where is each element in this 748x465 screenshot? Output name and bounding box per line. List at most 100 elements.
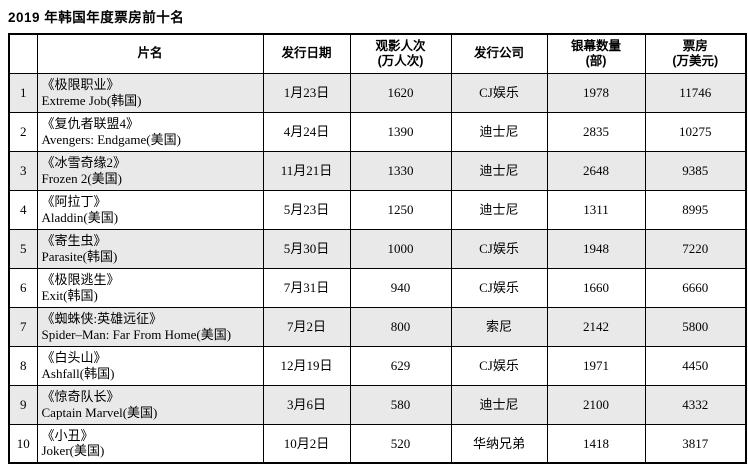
company-cell: 华纳兄弟 [450,423,548,464]
company-cell: 迪士尼 [450,150,548,191]
film-title-en: Exit(韩国) [41,287,98,303]
date-cell: 5月30日 [262,228,351,269]
viewers-cell: 520 [349,423,452,464]
screens-cell: 1660 [546,267,646,308]
film-cell: 《蜘蛛侠:英雄远征》 Spider–Man: Far From Home(美国) [36,306,264,347]
box-office-table: 片名 发行日期 观影人次 (万人次) 发行公司 银幕数量 (部) 票房 (万美元… [8,33,747,464]
film-cell: 《小丑》 Joker(美国) [36,423,264,464]
screens-cell: 2100 [546,384,646,425]
col-header-boxoffice-line1: 票房 [682,39,708,53]
header-row: 片名 发行日期 观影人次 (万人次) 发行公司 银幕数量 (部) 票房 (万美元… [8,33,747,74]
rank-cell: 10 [8,423,38,464]
table-row: 4 《阿拉丁》 Aladdin(美国) 5月23日 1250 迪士尼 1311 … [8,189,747,230]
col-header-boxoffice: 票房 (万美元) [644,33,747,74]
screens-cell: 1971 [546,345,646,386]
film-title-cn: 《极限职业》 [41,77,120,93]
viewers-cell: 1250 [349,189,452,230]
col-header-film: 片名 [36,33,264,74]
date-cell: 7月31日 [262,267,351,308]
col-header-viewers-line2: (万人次) [377,53,424,68]
film-title-en: Avengers: Endgame(美国) [41,131,181,147]
viewers-cell: 1330 [349,150,452,191]
viewers-cell: 1000 [349,228,452,269]
col-header-screens: 银幕数量 (部) [546,33,646,74]
screens-cell: 1311 [546,189,646,230]
date-cell: 7月2日 [262,306,351,347]
rank-cell: 1 [8,72,38,113]
film-cell: 《白头山》 Ashfall(韩国) [36,345,264,386]
company-cell: 迪士尼 [450,384,548,425]
film-title-en: Spider–Man: Far From Home(美国) [41,326,232,342]
table-row: 6 《极限逃生》 Exit(韩国) 7月31日 940 CJ娱乐 1660 66… [8,267,747,308]
film-title-cn: 《冰雪奇缘2》 [41,155,127,171]
viewers-cell: 580 [349,384,452,425]
viewers-cell: 1390 [349,111,452,152]
screens-cell: 1978 [546,72,646,113]
boxoffice-cell: 4450 [644,345,747,386]
film-cell: 《惊奇队长》 Captain Marvel(美国) [36,384,264,425]
table-row: 5 《寄生虫》 Parasite(韩国) 5月30日 1000 CJ娱乐 194… [8,228,747,269]
company-cell: CJ娱乐 [450,267,548,308]
film-title-cn: 《惊奇队长》 [41,389,120,405]
col-header-screens-line2: (部) [585,53,607,68]
boxoffice-cell: 3817 [644,423,747,464]
film-cell: 《极限逃生》 Exit(韩国) [36,267,264,308]
table-row: 8 《白头山》 Ashfall(韩国) 12月19日 629 CJ娱乐 1971… [8,345,747,386]
film-cell: 《寄生虫》 Parasite(韩国) [36,228,264,269]
rank-cell: 7 [8,306,38,347]
col-header-screens-line1: 银幕数量 [570,39,621,53]
col-header-date: 发行日期 [262,33,351,74]
film-title-en: Parasite(韩国) [41,248,118,264]
rank-cell: 3 [8,150,38,191]
viewers-cell: 940 [349,267,452,308]
date-cell: 11月21日 [262,150,351,191]
film-cell: 《冰雪奇缘2》 Frozen 2(美国) [36,150,264,191]
rank-cell: 8 [8,345,38,386]
rank-cell: 9 [8,384,38,425]
company-cell: 迪士尼 [450,111,548,152]
film-title-en: Ashfall(韩国) [41,365,115,381]
film-title-cn: 《复仇者联盟4》 [41,116,140,132]
film-title-en: Frozen 2(美国) [41,170,123,186]
company-cell: CJ娱乐 [450,72,548,113]
table-row: 10 《小丑》 Joker(美国) 10月2日 520 华纳兄弟 1418 38… [8,423,747,464]
company-cell: 迪士尼 [450,189,548,230]
screens-cell: 2142 [546,306,646,347]
screens-cell: 1418 [546,423,646,464]
boxoffice-cell: 10275 [644,111,747,152]
film-title-en: Captain Marvel(美国) [41,404,158,420]
col-header-boxoffice-line2: (万美元) [672,53,719,68]
company-cell: CJ娱乐 [450,228,548,269]
boxoffice-cell: 8995 [644,189,747,230]
table-row: 3 《冰雪奇缘2》 Frozen 2(美国) 11月21日 1330 迪士尼 2… [8,150,747,191]
table-row: 1 《极限职业》 Extreme Job(韩国) 1月23日 1620 CJ娱乐… [8,72,747,113]
film-title-en: Extreme Job(韩国) [41,92,142,108]
screens-cell: 1948 [546,228,646,269]
film-title-cn: 《阿拉丁》 [41,194,107,210]
film-title-en: Joker(美国) [41,443,105,459]
date-cell: 5月23日 [262,189,351,230]
film-title-cn: 《白头山》 [41,350,107,366]
col-header-viewers: 观影人次 (万人次) [349,33,452,74]
viewers-cell: 629 [349,345,452,386]
film-cell: 《极限职业》 Extreme Job(韩国) [36,72,264,113]
film-cell: 《复仇者联盟4》 Avengers: Endgame(美国) [36,111,264,152]
screens-cell: 2648 [546,150,646,191]
film-cell: 《阿拉丁》 Aladdin(美国) [36,189,264,230]
date-cell: 12月19日 [262,345,351,386]
viewers-cell: 800 [349,306,452,347]
table-row: 7 《蜘蛛侠:英雄远征》 Spider–Man: Far From Home(美… [8,306,747,347]
date-cell: 3月6日 [262,384,351,425]
col-header-viewers-line1: 观影人次 [375,39,426,53]
film-title-cn: 《小丑》 [41,427,94,443]
date-cell: 4月24日 [262,111,351,152]
film-title-cn: 《极限逃生》 [41,272,120,288]
rank-cell: 2 [8,111,38,152]
film-title-cn: 《蜘蛛侠:英雄远征》 [41,311,163,327]
table-row: 2 《复仇者联盟4》 Avengers: Endgame(美国) 4月24日 1… [8,111,747,152]
film-title-cn: 《寄生虫》 [41,233,107,249]
film-title-en: Aladdin(美国) [41,209,119,225]
date-cell: 10月2日 [262,423,351,464]
company-cell: 索尼 [450,306,548,347]
